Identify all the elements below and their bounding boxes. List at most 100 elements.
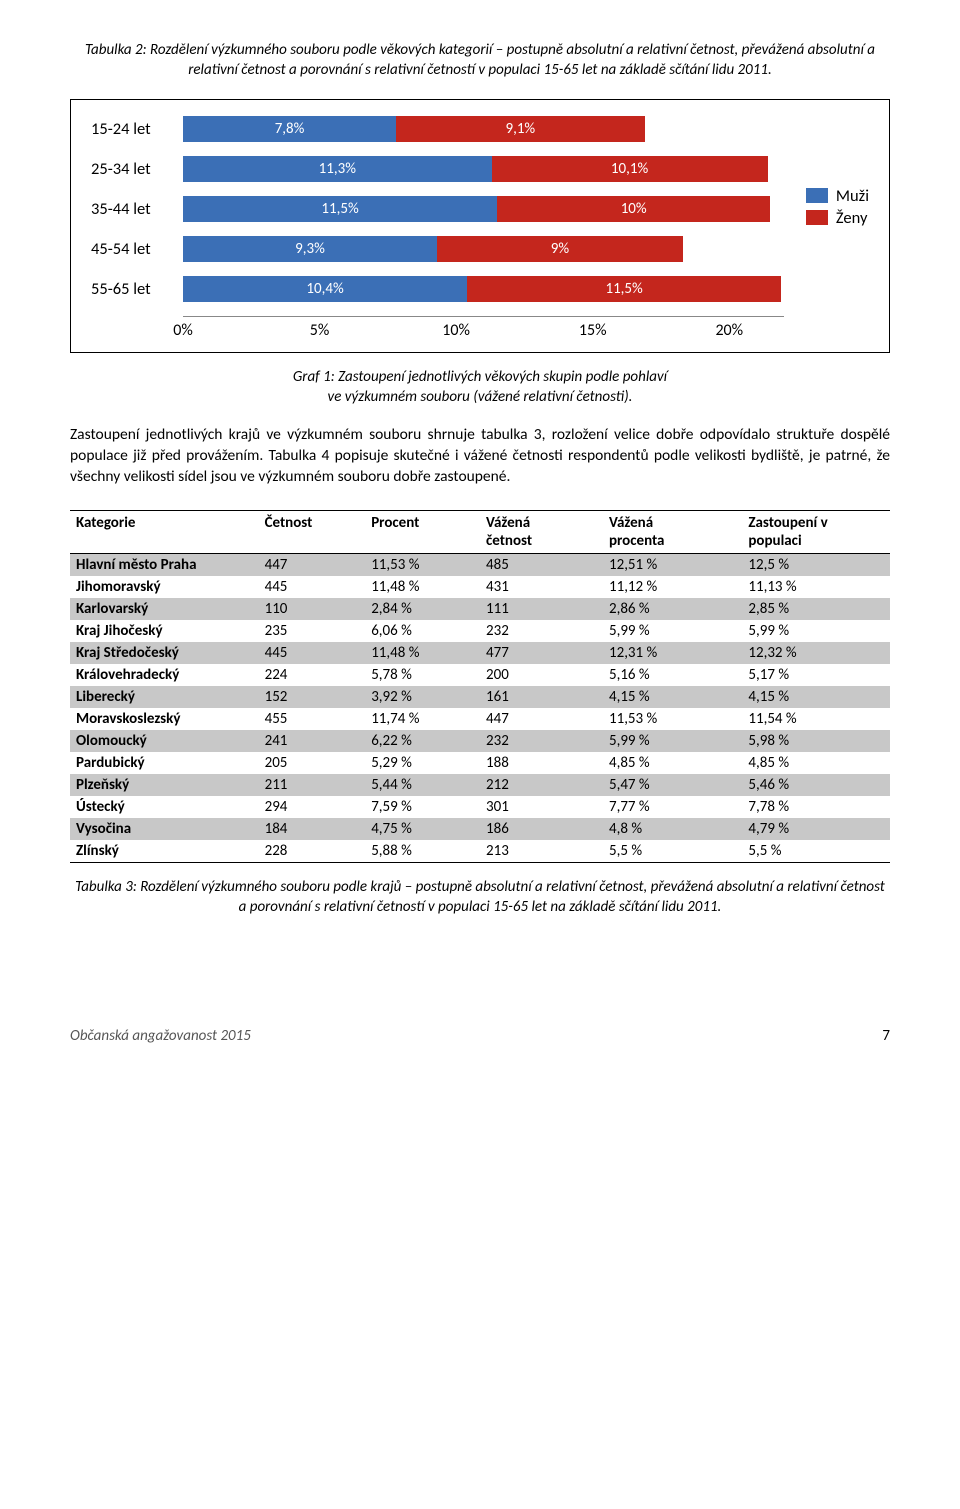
chart-row: 55-65 let10,4%11,5% [91,276,784,302]
chart-row-label: 35-44 let [91,199,183,219]
table-row: Plzeňský2115,44 %2125,47 %5,46 % [70,774,890,796]
bar-male: 7,8% [183,116,396,142]
table-row: Královehradecký2245,78 %2005,16 %5,17 % [70,664,890,686]
table-cell: 4,8 % [603,818,742,840]
table-cell: 4,85 % [603,752,742,774]
body-paragraph: Zastoupení jednotlivých krajů ve výzkumn… [70,425,890,488]
table-cell: 11,48 % [365,576,480,598]
page-footer: Občanská angažovanost 2015 7 [70,1027,890,1045]
table-cell: 2,86 % [603,598,742,620]
table-cell: 455 [259,708,366,730]
table-row: Jihomoravský44511,48 %43111,12 %11,13 % [70,576,890,598]
chart-caption: Graf 1: Zastoupení jednotlivých věkových… [70,367,890,408]
table-cell: 5,44 % [365,774,480,796]
chart-caption-l2: ve výzkumném souboru (vážené relativní č… [328,388,633,406]
table-cell: 110 [259,598,366,620]
axis-tick: 20% [715,321,743,340]
table-cell: 5,99 % [603,730,742,752]
chart-row-label: 15-24 let [91,119,183,139]
table-cell: Olomoucký [70,730,259,752]
table-row: Olomoucký2416,22 %2325,99 %5,98 % [70,730,890,752]
table-cell: Vysočina [70,818,259,840]
table-cell: 431 [480,576,603,598]
table-cell: 5,78 % [365,664,480,686]
legend-female-label: Ženy [836,208,868,228]
table-cell: Kraj Jihočeský [70,620,259,642]
chart-bar: 11,3%10,1% [183,156,784,182]
legend-female: Ženy [806,208,869,228]
table-cell: 152 [259,686,366,708]
table-row: Liberecký1523,92 %1614,15 %4,15 % [70,686,890,708]
table-cell: 205 [259,752,366,774]
table-cell: 5,5 % [742,840,890,863]
bar-male: 9,3% [183,236,437,262]
bar-female: 10% [497,196,770,222]
table-cell: Plzeňský [70,774,259,796]
table-cell: 5,17 % [742,664,890,686]
chart-row: 15-24 let7,8%9,1% [91,116,784,142]
table-cell: Královehradecký [70,664,259,686]
table-cell: 5,98 % [742,730,890,752]
table-header: Váženáčetnost [480,510,603,553]
chart-bar: 7,8%9,1% [183,116,784,142]
table-cell: 7,78 % [742,796,890,818]
chart-row-label: 55-65 let [91,279,183,299]
table-cell: 12,31 % [603,642,742,664]
chart-legend: Muži Ženy [806,186,869,230]
table-cell: 5,88 % [365,840,480,863]
table-cell: 184 [259,818,366,840]
age-gender-chart: 15-24 let7,8%9,1%25-34 let11,3%10,1%35-4… [70,99,890,353]
chart-bar: 9,3%9% [183,236,784,262]
table-cell: 4,15 % [742,686,890,708]
table-cell: 485 [480,553,603,576]
axis-tick: 5% [310,321,330,340]
table-cell: Pardubický [70,752,259,774]
table-cell: 7,77 % [603,796,742,818]
chart-row: 35-44 let11,5%10% [91,196,784,222]
table-cell: Karlovarský [70,598,259,620]
top-caption: Tabulka 2: Rozdělení výzkumného souboru … [70,40,890,81]
table-cell: 5,99 % [603,620,742,642]
chart-bar: 11,5%10% [183,196,784,222]
table-cell: 6,06 % [365,620,480,642]
table-cell: 213 [480,840,603,863]
chart-bar: 10,4%11,5% [183,276,784,302]
table-cell: 11,54 % [742,708,890,730]
table-cell: 11,74 % [365,708,480,730]
chart-x-axis: 0%5%10%15%20% [183,316,784,340]
legend-male: Muži [806,186,869,206]
table-cell: 445 [259,642,366,664]
table-cell: 11,53 % [365,553,480,576]
bar-female: 11,5% [467,276,781,302]
table-cell: 186 [480,818,603,840]
axis-tick: 0% [173,321,193,340]
table-cell: 224 [259,664,366,686]
table-cell: 445 [259,576,366,598]
table-cell: 241 [259,730,366,752]
table-cell: 212 [480,774,603,796]
table-cell: 200 [480,664,603,686]
table-row: Moravskoslezský45511,74 %44711,53 %11,54… [70,708,890,730]
regions-table: KategorieČetnostProcentVáženáčetnostVáže… [70,510,890,863]
table-cell: 5,46 % [742,774,890,796]
table-cell: 294 [259,796,366,818]
table-row: Hlavní město Praha44711,53 %48512,51 %12… [70,553,890,576]
table-cell: 447 [259,553,366,576]
bar-male: 11,3% [183,156,492,182]
table-cell: 12,32 % [742,642,890,664]
table-cell: 2,85 % [742,598,890,620]
table-cell: 232 [480,620,603,642]
chart-row-label: 25-34 let [91,159,183,179]
table-cell: 111 [480,598,603,620]
chart-row: 25-34 let11,3%10,1% [91,156,784,182]
table-cell: 4,79 % [742,818,890,840]
table-cell: 447 [480,708,603,730]
table-row: Ústecký2947,59 %3017,77 %7,78 % [70,796,890,818]
table-caption: Tabulka 3: Rozdělení výzkumného souboru … [70,877,890,918]
table-row: Zlínský2285,88 %2135,5 %5,5 % [70,840,890,863]
table-header: Procent [365,510,480,553]
chart-row: 45-54 let9,3%9% [91,236,784,262]
table-cell: 7,59 % [365,796,480,818]
table-cell: 228 [259,840,366,863]
bar-female: 9% [437,236,683,262]
